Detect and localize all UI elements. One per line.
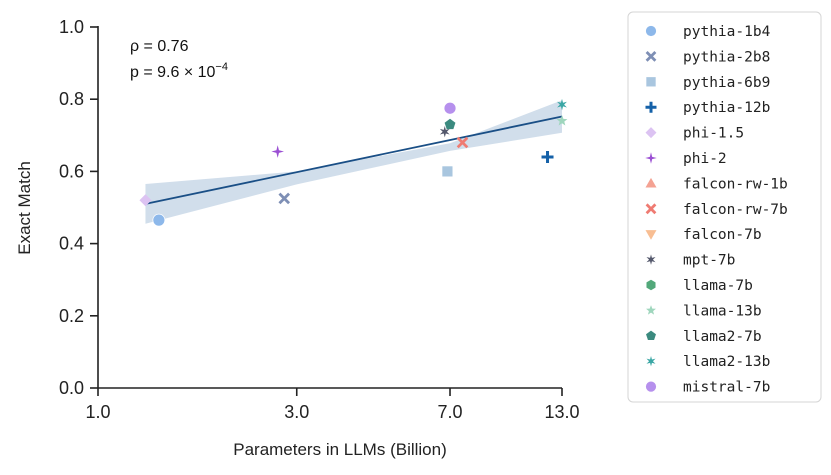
x-tick-label: 1.0 bbox=[85, 402, 110, 422]
point-llama2-13b bbox=[557, 98, 567, 111]
legend-label-llama2-7b: llama2-7b bbox=[683, 329, 762, 345]
p-value-mantissa: p = 9.6 × 10 bbox=[130, 64, 216, 81]
legend-label-llama2-13b: llama2-13b bbox=[683, 354, 770, 370]
point-pythia-6b9 bbox=[442, 166, 453, 177]
p-value-exponent: −4 bbox=[215, 61, 228, 73]
point-llama2-7b bbox=[444, 118, 456, 130]
rho-annotation: ρ = 0.76 bbox=[130, 38, 189, 55]
legend-frame bbox=[627, 11, 822, 403]
legend-marker-phi-1-5 bbox=[645, 127, 657, 139]
legend-label-mpt-7b: mpt-7b bbox=[683, 253, 735, 269]
x-tick-label: 13.0 bbox=[544, 402, 579, 422]
y-axis-title: Exact Match bbox=[15, 161, 34, 255]
legend-marker-pythia-2b8 bbox=[645, 51, 657, 62]
legend-label-phi-2: phi-2 bbox=[683, 151, 727, 167]
p-value-annotation: p = 9.6 × 10−4 bbox=[130, 61, 228, 81]
data-points bbox=[139, 98, 568, 227]
y-tick-label: 0.0 bbox=[59, 378, 84, 398]
point-falcon-rw-7b bbox=[456, 136, 469, 149]
legend-marker-llama-13b bbox=[646, 305, 656, 315]
legend-marker-llama2-13b bbox=[646, 355, 656, 367]
legend-marker-falcon-7b bbox=[645, 230, 657, 240]
y-tick-label: 1.0 bbox=[59, 17, 84, 37]
axes: 0.0 0.2 0.4 0.6 0.8 1.0 1.0 3.0 7.0 13.0 bbox=[59, 17, 580, 422]
point-phi-2 bbox=[271, 145, 284, 158]
legend-marker-pythia-6b9 bbox=[646, 77, 656, 87]
y-ticks: 0.0 0.2 0.4 0.6 0.8 1.0 bbox=[59, 17, 98, 398]
x-axis-title: Parameters in LLMs (Billion) bbox=[233, 440, 447, 459]
legend-label-pythia-1b4: pythia-1b4 bbox=[683, 24, 771, 40]
regression-line bbox=[145, 115, 563, 205]
legend-marker-llama-7b bbox=[646, 279, 656, 291]
point-pythia-1b4 bbox=[152, 213, 166, 227]
legend-label-falcon-7b: falcon-7b bbox=[683, 227, 762, 243]
confidence-band bbox=[145, 100, 562, 224]
legend-label-llama-13b: llama-13b bbox=[683, 303, 762, 319]
legend-label-phi-1-5: phi-1.5 bbox=[683, 126, 744, 142]
legend-label-falcon-rw-1b: falcon-rw-1b bbox=[683, 176, 788, 192]
legend-items: pythia-1b4 pythia-2b8 pythia-6b9 pythia-12b… bbox=[645, 24, 788, 396]
y-tick-label: 0.4 bbox=[59, 234, 84, 254]
legend-marker-pythia-1b4 bbox=[645, 25, 657, 37]
legend-marker-llama2-7b bbox=[646, 330, 656, 341]
legend-marker-mpt-7b bbox=[646, 254, 656, 265]
legend: pythia-1b4 pythia-2b8 pythia-6b9 pythia-12b… bbox=[627, 11, 822, 403]
x-tick-label: 7.0 bbox=[438, 402, 463, 422]
legend-marker-falcon-rw-1b bbox=[645, 177, 657, 188]
legend-marker-pythia-12b bbox=[645, 101, 657, 113]
legend-label-pythia-2b8: pythia-2b8 bbox=[683, 49, 770, 65]
y-tick-label: 0.2 bbox=[59, 306, 84, 326]
legend-label-llama-7b: llama-7b bbox=[683, 278, 753, 294]
x-ticks: 1.0 3.0 7.0 13.0 bbox=[85, 388, 580, 422]
legend-label-pythia-12b: pythia-12b bbox=[683, 100, 770, 116]
legend-label-mistral-7b: mistral-7b bbox=[683, 380, 770, 396]
point-phi-1-5 bbox=[139, 194, 152, 207]
point-pythia-2b8 bbox=[278, 192, 291, 205]
plot-area bbox=[139, 98, 568, 227]
point-pythia-12b bbox=[541, 150, 554, 163]
legend-marker-mistral-7b bbox=[645, 380, 657, 393]
point-mistral-7b bbox=[443, 101, 457, 115]
y-tick-label: 0.8 bbox=[59, 89, 84, 109]
x-tick-label: 3.0 bbox=[284, 402, 309, 422]
point-llama-13b bbox=[556, 115, 568, 126]
point-mpt-7b bbox=[439, 125, 450, 138]
legend-label-pythia-6b9: pythia-6b9 bbox=[683, 75, 770, 91]
legend-label-falcon-rw-7b: falcon-rw-7b bbox=[683, 202, 788, 218]
legend-marker-phi-2 bbox=[645, 152, 657, 164]
y-tick-label: 0.6 bbox=[59, 161, 84, 181]
legend-marker-falcon-rw-7b bbox=[645, 203, 657, 215]
